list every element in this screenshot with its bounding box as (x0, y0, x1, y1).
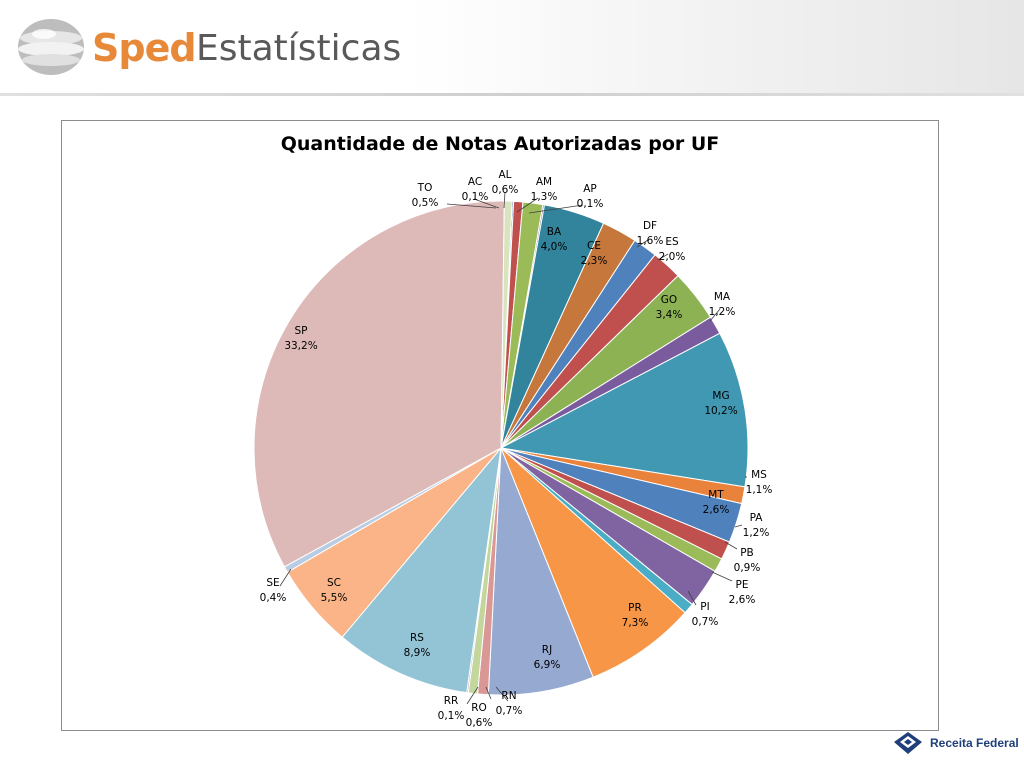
slice-label-sc: SC 5,5% (321, 577, 348, 604)
leader-line-rr (466, 686, 479, 705)
leader-line-pb (724, 541, 738, 550)
slice-label-es: ES 2,0% (659, 236, 686, 263)
leader-line-ap (528, 204, 584, 214)
slice-label-rr: RR 0,1% (438, 695, 465, 722)
leader-line-pe (711, 571, 733, 582)
sped-globe-icon (18, 19, 84, 75)
sped-logo-text: Sped (92, 26, 197, 70)
slice-label-pi: PI 0,7% (692, 601, 719, 628)
leader-line-se (279, 568, 292, 587)
slice-label-rn: RN 0,7% (496, 690, 523, 717)
pie-slice-pr (500, 447, 686, 678)
receita-federal-logo (894, 732, 922, 754)
slice-label-se: SE 0,4% (260, 577, 287, 604)
leader-line-ma (709, 308, 721, 322)
leader-line-es (657, 253, 669, 261)
pie-chart: AC 0,1%AL 0,6% AM 1,3% AP 0,1% BA 4,0% CE 2,3% DF 1,… (253, 169, 773, 729)
leader-line-pi (687, 590, 697, 606)
pie-slice-sp (253, 200, 505, 568)
slice-label-ce: CE 2,3% (581, 240, 608, 267)
slice-label-ma: MA 1,2% (709, 291, 736, 318)
slide-header: Sped Estatísticas (0, 0, 1024, 96)
leader-line-ro (485, 686, 492, 700)
chart-panel: Quantidade de Notas Autorizadas por UF A… (61, 120, 939, 731)
slice-label-am: AM 1,3% (531, 176, 558, 203)
slice-label-mg: MG 10,2% (704, 390, 737, 417)
leader-line-rn (495, 686, 509, 702)
slice-label-rs: RS 8,9% (404, 632, 431, 659)
slice-label-mt: MT 2,6% (703, 489, 730, 516)
leader-line-al (503, 191, 506, 209)
slice-label-pr: PR 7,3% (622, 602, 649, 629)
slice-label-to: TO 0,5% (412, 182, 439, 209)
slice-label-ro: RO 0,6% (466, 702, 493, 729)
slice-label-al: AL 0,6% (492, 169, 519, 196)
leader-line-pa (734, 524, 743, 528)
slice-label-pb: PB 0,9% (734, 547, 761, 574)
chart-title: Quantidade de Notas Autorizadas por UF (280, 133, 720, 155)
leader-line-to (446, 203, 497, 209)
slice-label-pe: PE 2,6% (729, 579, 756, 606)
header-divider (0, 93, 1024, 96)
slice-label-go: GO 3,4% (656, 294, 683, 321)
slice-label-pa: PA 1,2% (743, 512, 770, 539)
page-title: Estatísticas (196, 28, 402, 69)
slice-label-sp: SP 33,2% (284, 325, 317, 352)
slice-label-ac: AC 0,1% (462, 176, 489, 203)
slice-label-rj: RJ 6,9% (534, 644, 561, 671)
slice-label-ap: AP 0,1% (577, 183, 604, 210)
leader-line-ac (473, 198, 500, 209)
leader-line-am (516, 197, 539, 213)
slice-label-ms: MS 1,1% (746, 469, 773, 496)
slice-label-df: DF 1,6% (637, 220, 664, 247)
slice-label-ba: BA 4,0% (541, 226, 568, 253)
pie-slice-rj (487, 447, 594, 696)
leader-line-df (636, 239, 649, 248)
pie-slice-rs (341, 446, 502, 694)
footer-brand: Receita Federal (930, 736, 1019, 750)
